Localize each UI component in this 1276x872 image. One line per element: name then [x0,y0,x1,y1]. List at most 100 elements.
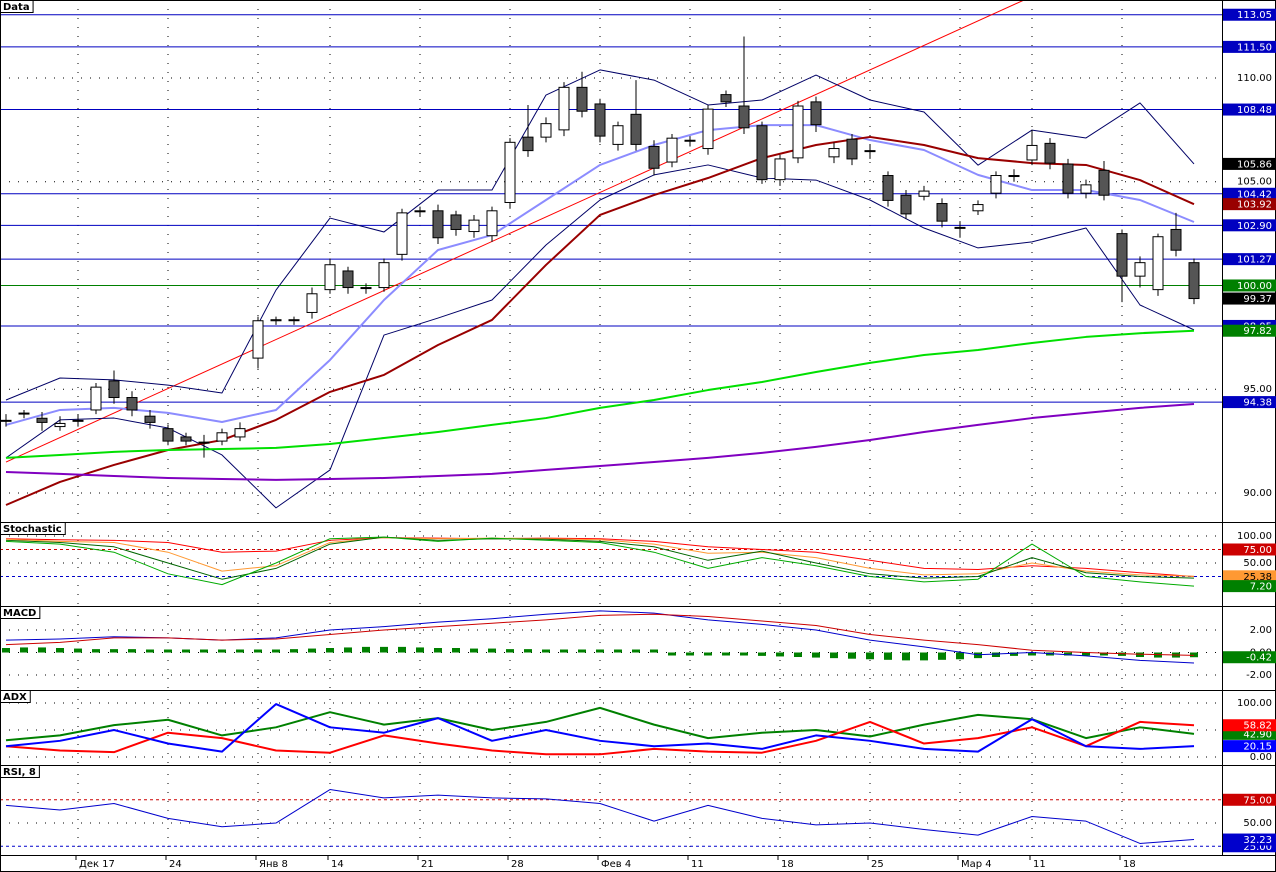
x-tick-label: 18 [781,859,794,870]
candle-body [954,226,966,229]
candle-body [864,150,876,153]
x-tick-label: 11 [1033,859,1046,870]
level-tag [1223,187,1276,200]
x-tick-label: 21 [421,859,434,870]
candle-body [936,203,948,222]
candle-body [846,138,858,160]
level-label: 113.05 [1237,10,1272,21]
histogram-bar [20,647,28,653]
candle-body [396,212,408,255]
histogram-bar [632,649,640,653]
candle-body [144,415,156,423]
x-tick-label: Фев 4 [601,859,631,870]
y-tick-label: 50.00 [1243,818,1272,829]
histogram-bar [596,649,604,653]
histogram-bar [110,649,118,653]
value-tag-label: 58.82 [1243,721,1272,732]
histogram-bar [2,648,10,653]
value-tag [1223,570,1276,583]
indicator-line [5,69,1195,401]
indicator-line [5,703,1195,753]
histogram-bar [380,646,388,653]
panel-title: RSI, 8 [3,767,36,778]
candle-body [594,103,606,137]
x-tick-label: 25 [871,859,884,870]
candle-body [1044,142,1056,164]
x-tick-label: Мар 4 [961,859,992,870]
candle-body [738,105,750,129]
candle-body [1008,175,1020,178]
value-tag [1223,740,1276,753]
candle-body [306,293,318,313]
histogram-bar [308,648,316,653]
histogram-bar [794,652,802,658]
value-tag-label: 7.20 [1250,582,1272,593]
y-tick-label: 110.00 [1237,73,1272,84]
histogram-bar [866,652,874,660]
level-tag [1223,396,1276,409]
panel-title: MACD [3,608,36,619]
candle-body [1188,262,1200,300]
value-tag-label: 42.90 [1243,729,1272,740]
histogram-bar [1064,652,1072,656]
candle-body [612,125,624,145]
panel [0,690,1222,765]
histogram-bar [362,646,370,653]
histogram-bar [1082,652,1090,656]
histogram-bar [542,649,550,653]
value-tag-label: 105.86 [1237,159,1272,170]
histogram-bar [704,652,712,656]
candle-body [270,319,282,322]
panel [0,765,1222,855]
trendline [5,0,1025,463]
value-tag-label: 99.37 [1243,294,1272,305]
indicator-line [5,537,1195,578]
histogram-bar [758,652,766,656]
indicator-line [5,536,1195,587]
indicator-line [5,706,1195,742]
candle-body [342,270,354,289]
histogram-bar [920,652,928,661]
x-tick-label: 24 [169,859,182,870]
value-tag [1223,580,1276,593]
candle-body [990,175,1002,194]
candle-body [378,262,390,289]
candle-body [918,190,930,197]
candle-body [1080,184,1092,194]
histogram-bar [92,649,100,653]
candle-body [630,113,642,145]
candle-body [1062,163,1074,194]
candle-body [540,123,552,138]
panel [0,522,1222,606]
histogram-bar [218,649,226,653]
candle-body [1170,228,1182,251]
histogram-bar [650,649,658,653]
x-tick-label: Дек 17 [79,859,115,870]
candle-body [0,419,12,422]
level-tag [1223,40,1276,53]
histogram-bar [488,648,496,653]
histogram-bar [344,647,352,653]
candle-body [828,148,840,158]
indicator-line [5,720,1195,756]
panel-title-box [0,606,41,619]
y-tick-label: 50.00 [1243,558,1272,569]
candle-body [720,94,732,103]
candle-body [486,210,498,237]
level-tag [1223,103,1276,116]
indicator-line [5,789,1195,844]
histogram-bar [1118,652,1126,656]
candle-body [1152,236,1164,291]
candle-body [882,175,894,201]
histogram-bar [992,652,1000,658]
candle-body [216,432,228,442]
value-tag-label: 20.15 [1243,742,1272,753]
level-label: 100.00 [1237,281,1272,292]
histogram-bar [470,648,478,653]
candle-body [504,141,516,203]
histogram-bar [1136,652,1144,658]
histogram-bar [686,652,694,656]
histogram-bar [434,648,442,653]
